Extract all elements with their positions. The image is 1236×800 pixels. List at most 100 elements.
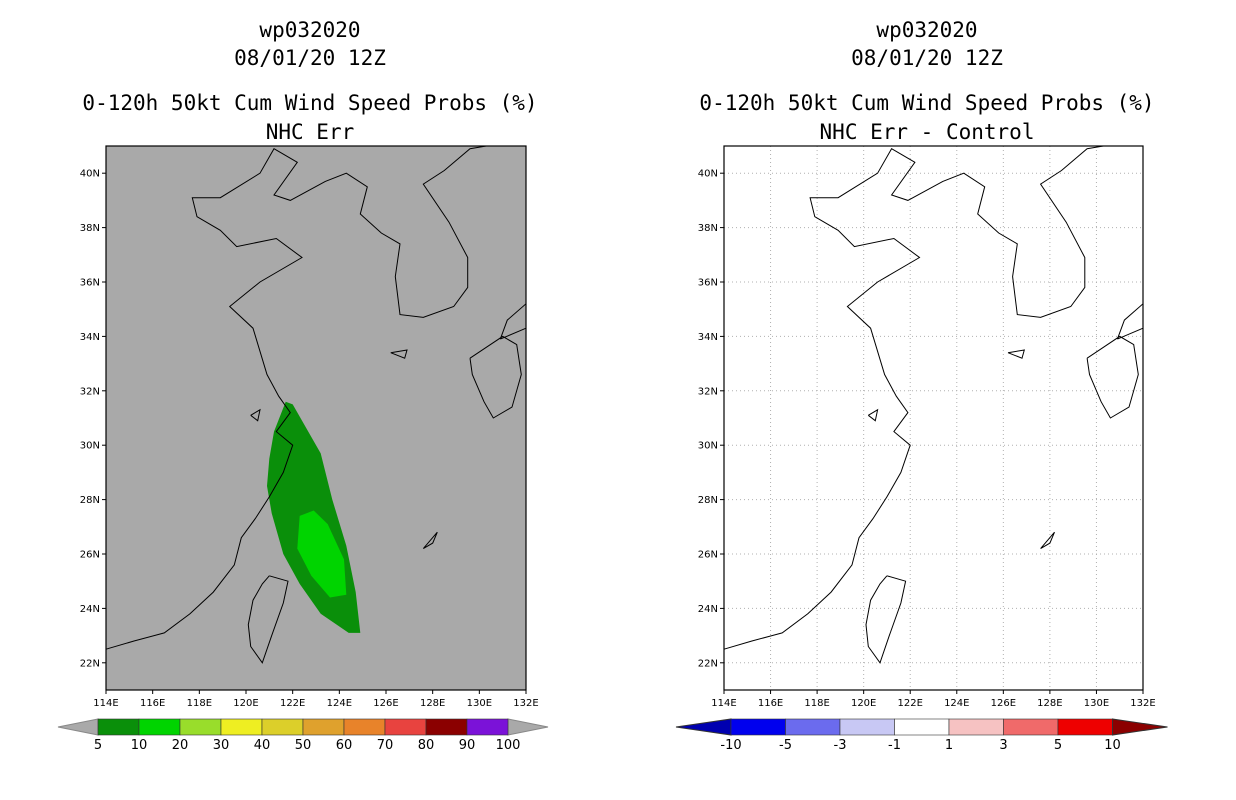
y-tick-label: 36N xyxy=(80,278,100,289)
legend-label: 10 xyxy=(1104,738,1121,753)
coastline-mainland xyxy=(105,145,487,650)
coastline-mainland xyxy=(723,145,1104,650)
x-tick-label: 118E xyxy=(804,698,829,709)
legend-swatch xyxy=(384,718,427,736)
x-tick-label: 116E xyxy=(758,698,783,709)
x-tick-label: 122E xyxy=(898,698,923,709)
y-tick-label: 28N xyxy=(698,495,718,506)
legend-label: 90 xyxy=(459,738,476,753)
map-panel-1: 114E 116E 118E 120E 122E 124E 126E 128E 130E 132E… xyxy=(57,145,549,753)
legend-label: 5 xyxy=(94,738,102,753)
map-frame xyxy=(723,145,1144,691)
x-tick-label: 124E xyxy=(327,698,352,709)
coastline-ryukyu xyxy=(1040,531,1055,550)
x-tick-label: 128E xyxy=(420,698,445,709)
x-tick-label: 122E xyxy=(280,698,305,709)
coastline-jeju xyxy=(390,349,408,359)
legend-end-low xyxy=(675,718,732,736)
x-tick-label: 128E xyxy=(1037,698,1062,709)
y-tick-label: 22N xyxy=(80,658,100,669)
legend-label: 80 xyxy=(418,738,435,753)
y-tick-label: 26N xyxy=(698,550,718,561)
x-tick-label: 114E xyxy=(711,698,736,709)
legend-swatch xyxy=(894,718,950,736)
map-background xyxy=(724,146,1143,690)
x-tick-label: 118E xyxy=(187,698,212,709)
panel1-storm-id: wp032020 xyxy=(259,18,361,42)
x-tick-label: 114E xyxy=(93,698,118,709)
legend-label: 1 xyxy=(945,738,953,753)
legend-label: 3 xyxy=(999,738,1007,753)
legend-label: 50 xyxy=(295,738,312,753)
legend-label: 40 xyxy=(254,738,271,753)
coastline-taiwan xyxy=(865,575,907,664)
panel2-datetime: 08/01/20 12Z xyxy=(851,46,1003,70)
panel1-subtitle: NHC Err xyxy=(265,120,355,144)
y-tick-label: 22N xyxy=(698,658,718,669)
x-tick-label: 126E xyxy=(991,698,1016,709)
legend-end-low xyxy=(57,718,99,736)
legend-label: -5 xyxy=(779,738,792,753)
y-tick-label: 24N xyxy=(80,604,100,615)
x-tick-label: 132E xyxy=(1130,698,1155,709)
x-tick-label: 116E xyxy=(140,698,165,709)
coastline-jeju xyxy=(1007,349,1025,359)
legend-label: 100 xyxy=(496,738,521,753)
panel2-storm-id: wp032020 xyxy=(876,18,978,42)
map-panel-2: 114E 116E 118E 120E 122E 124E 126E 128E 130E 132E… xyxy=(675,145,1168,753)
coastline-ryukyu xyxy=(422,531,438,550)
y-tick-label: 32N xyxy=(80,386,100,397)
y-tick-label: 34N xyxy=(80,332,100,343)
y-tick-label: 40N xyxy=(80,169,100,180)
legend-label: 20 xyxy=(172,738,189,753)
coastline-kyushu xyxy=(469,335,522,419)
legend-colorbar-1: 5 10 20 30 40 50 60 70 80 90 100 xyxy=(57,718,549,753)
x-tick-label: 126E xyxy=(373,698,398,709)
map-background xyxy=(106,146,526,690)
y-tick-label: 38N xyxy=(80,223,100,234)
y-tick-label: 26N xyxy=(80,550,100,561)
prob-contour-2 xyxy=(297,510,347,598)
panel2-title: 0-120h 50kt Cum Wind Speed Probs (%) xyxy=(699,91,1155,115)
y-tick-label: 38N xyxy=(698,223,718,234)
legend-swatch xyxy=(948,718,1004,736)
coastline-taiwan xyxy=(247,575,289,664)
legend-swatch xyxy=(302,718,345,736)
legend-swatch xyxy=(839,718,895,736)
legend-label: -10 xyxy=(720,738,741,753)
legend-colorbar-2: -10 -5 -3 -1 1 3 5 10 xyxy=(675,718,1168,753)
legend-label: -1 xyxy=(888,738,901,753)
y-tick-label: 24N xyxy=(698,604,718,615)
panel1-title: 0-120h 50kt Cum Wind Speed Probs (%) xyxy=(82,91,538,115)
x-tick-label: 130E xyxy=(1084,698,1109,709)
y-tick-label: 36N xyxy=(698,278,718,289)
coastline-lake xyxy=(250,408,261,422)
y-tick-label: 40N xyxy=(698,169,718,180)
legend-swatch xyxy=(785,718,841,736)
x-tick-label: 130E xyxy=(467,698,492,709)
x-tick-label: 120E xyxy=(851,698,876,709)
legend-swatch xyxy=(730,718,786,736)
legend-swatch xyxy=(261,718,304,736)
legend-swatch xyxy=(97,718,140,736)
legend-swatch xyxy=(1003,718,1059,736)
legend-label: 5 xyxy=(1054,738,1062,753)
legend-label: 70 xyxy=(377,738,394,753)
map-frame xyxy=(105,145,527,691)
panel1-datetime: 08/01/20 12Z xyxy=(234,46,386,70)
legend-swatch xyxy=(343,718,386,736)
legend-swatch xyxy=(466,718,509,736)
x-tick-label: 132E xyxy=(513,698,538,709)
legend-label: 60 xyxy=(336,738,353,753)
y-tick-label: 30N xyxy=(698,441,718,452)
legend-swatch xyxy=(220,718,263,736)
legend-swatch xyxy=(179,718,222,736)
legend-swatch xyxy=(425,718,468,736)
legend-label: 10 xyxy=(131,738,148,753)
coastline-kyushu xyxy=(1086,335,1139,419)
x-tick-label: 124E xyxy=(944,698,969,709)
legend-label: 30 xyxy=(213,738,230,753)
coastline-lake xyxy=(867,408,879,422)
legend-swatch xyxy=(138,718,181,736)
